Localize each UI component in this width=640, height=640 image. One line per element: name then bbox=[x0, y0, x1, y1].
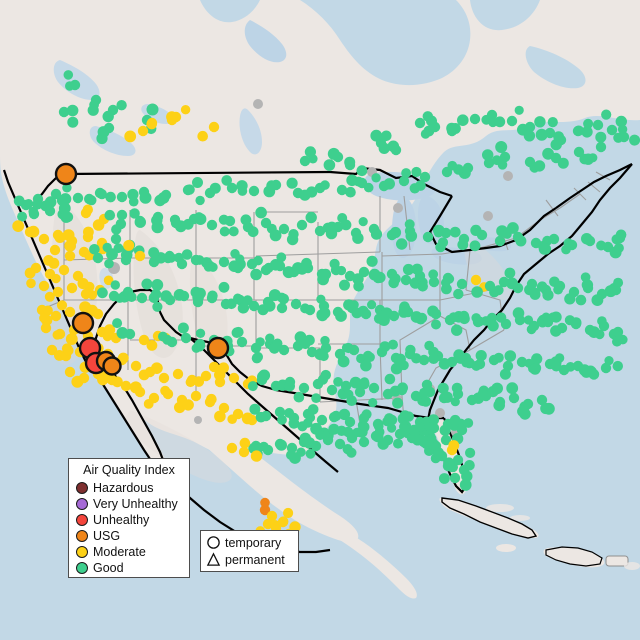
aqi-legend-item[interactable]: Very Unhealthy bbox=[76, 496, 182, 512]
landmass-jamaica bbox=[496, 544, 516, 552]
aqi-legend-label: Hazardous bbox=[93, 481, 154, 495]
landmass-baja bbox=[96, 366, 167, 472]
aqi-legend-item[interactable]: USG bbox=[76, 528, 182, 544]
aqi-legend-item[interactable]: Moderate bbox=[76, 544, 182, 560]
triangle-icon bbox=[206, 552, 221, 566]
aqi-legend-label: Moderate bbox=[93, 545, 146, 559]
water-winnipeg bbox=[239, 108, 262, 155]
aqi-swatch-icon bbox=[76, 546, 88, 558]
aqi-swatch-icon bbox=[76, 482, 88, 494]
water-north-arctic bbox=[200, 0, 260, 23]
landmass-cuba bbox=[439, 498, 539, 538]
aqi-legend-items: Hazardous Very Unhealthy Unhealthy USG Moder… bbox=[76, 480, 182, 576]
aqi-swatch-icon bbox=[76, 530, 88, 542]
landmass-central-america bbox=[330, 528, 417, 599]
shape-legend-label: temporary bbox=[225, 535, 282, 550]
aqi-legend-label: USG bbox=[93, 529, 121, 543]
landmass-hispaniola bbox=[543, 547, 605, 568]
aqi-legend-label: Good bbox=[93, 561, 124, 575]
aqi-legend-title: Air Quality Index bbox=[83, 463, 175, 477]
shape-legend-label: permanent bbox=[225, 552, 285, 567]
aqi-legend-label: Very Unhealthy bbox=[93, 497, 178, 511]
shape-legend[interactable]: temporary permanent bbox=[200, 530, 299, 572]
aqi-legend-item[interactable]: Good bbox=[76, 560, 182, 576]
aqi-swatch-icon bbox=[76, 562, 88, 574]
landmass-bahamas bbox=[486, 504, 514, 512]
aqi-legend[interactable]: Air Quality Index Hazardous Very Unhealth… bbox=[68, 458, 190, 578]
aqi-swatch-icon bbox=[76, 514, 88, 526]
shape-legend-item[interactable]: temporary bbox=[206, 534, 293, 551]
water-hudson-bay bbox=[300, 0, 471, 86]
landmass-puerto-rico bbox=[605, 555, 629, 567]
landmass-lesser-antilles bbox=[624, 562, 640, 570]
landmass-bahamas-2 bbox=[510, 515, 530, 521]
water-north-arctic-2 bbox=[470, 0, 540, 31]
aqi-swatch-icon bbox=[76, 498, 88, 510]
shape-legend-item[interactable]: permanent bbox=[206, 551, 293, 568]
aqi-legend-item[interactable]: Hazardous bbox=[76, 480, 182, 496]
aqi-legend-label: Unhealthy bbox=[93, 513, 150, 527]
water-labrador bbox=[525, 46, 586, 89]
circle-icon bbox=[207, 536, 220, 549]
aqi-legend-item[interactable]: Unhealthy bbox=[76, 512, 182, 528]
water-northern-lakes bbox=[244, 20, 287, 63]
shape-legend-items: temporary permanent bbox=[206, 534, 293, 568]
landmass-mexico bbox=[150, 391, 359, 542]
